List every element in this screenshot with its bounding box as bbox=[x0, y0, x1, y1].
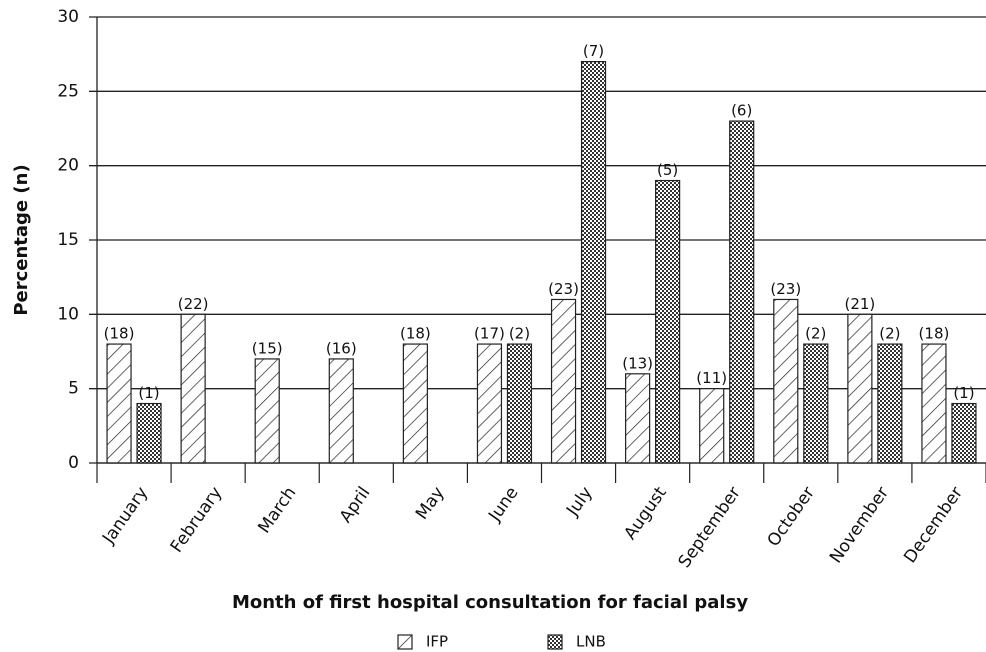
x-tick-label: November bbox=[826, 483, 893, 567]
bar bbox=[254, 358, 280, 464]
bar bbox=[729, 120, 755, 464]
legend-label: LNB bbox=[576, 633, 606, 651]
x-tick-label: January bbox=[98, 483, 152, 548]
y-tick-label: 5 bbox=[68, 379, 79, 399]
x-tick-label: February bbox=[167, 483, 227, 556]
y-tick-label: 10 bbox=[57, 304, 79, 324]
y-axis-title: Percentage (n) bbox=[11, 164, 32, 315]
data-label: (18) bbox=[919, 325, 950, 343]
y-tick-label: 0 bbox=[68, 453, 79, 473]
bar bbox=[921, 343, 947, 464]
bar bbox=[106, 343, 132, 464]
data-label: (1) bbox=[138, 384, 159, 402]
bar bbox=[402, 343, 428, 464]
bar bbox=[847, 313, 873, 464]
legend-swatch bbox=[397, 634, 413, 650]
x-axis-title: Month of first hospital consultation for… bbox=[232, 592, 748, 613]
y-tick-label: 30 bbox=[57, 7, 79, 27]
data-label: (23) bbox=[548, 280, 579, 298]
bar bbox=[655, 179, 681, 464]
x-tick-label: April bbox=[336, 483, 375, 526]
bar bbox=[506, 343, 533, 464]
y-tick-label: 15 bbox=[57, 230, 79, 250]
x-tick-label: October bbox=[764, 483, 819, 550]
data-label: (6) bbox=[731, 102, 752, 120]
bar bbox=[136, 402, 162, 464]
data-label: (11) bbox=[696, 369, 727, 387]
bar bbox=[328, 358, 354, 464]
bar bbox=[580, 60, 607, 464]
bar bbox=[877, 343, 903, 464]
bar bbox=[550, 298, 577, 464]
bar bbox=[180, 313, 206, 464]
data-label: (17) bbox=[474, 325, 505, 343]
data-label: (7) bbox=[583, 42, 604, 60]
data-label: (2) bbox=[879, 325, 900, 343]
bar bbox=[476, 343, 503, 464]
data-label: (22) bbox=[178, 295, 209, 313]
y-tick-label: 25 bbox=[57, 81, 79, 101]
bar bbox=[803, 343, 829, 464]
x-tick-label: August bbox=[620, 483, 671, 543]
y-tick-label: 20 bbox=[57, 156, 79, 176]
bar bbox=[773, 298, 799, 464]
x-tick-label: July bbox=[562, 483, 596, 520]
data-label: (13) bbox=[622, 354, 653, 372]
data-label: (2) bbox=[509, 325, 530, 343]
data-label: (5) bbox=[657, 161, 678, 179]
bar bbox=[625, 373, 651, 464]
bar bbox=[699, 388, 725, 464]
data-label: (2) bbox=[805, 325, 826, 343]
data-label: (21) bbox=[844, 295, 875, 313]
x-tick-label: September bbox=[675, 483, 745, 571]
x-tick-label: May bbox=[412, 483, 449, 523]
data-label: (16) bbox=[326, 339, 357, 357]
data-label: (1) bbox=[953, 384, 974, 402]
data-label: (23) bbox=[770, 280, 801, 298]
x-tick-label: December bbox=[900, 483, 967, 567]
data-label: (18) bbox=[104, 325, 135, 343]
data-label: (18) bbox=[400, 325, 431, 343]
legend-label: IFP bbox=[426, 633, 448, 651]
x-tick-label: March bbox=[254, 483, 300, 537]
legend-swatch bbox=[547, 634, 563, 650]
bar bbox=[951, 402, 977, 464]
x-tick-label: June bbox=[484, 483, 522, 526]
data-label: (15) bbox=[252, 339, 283, 357]
